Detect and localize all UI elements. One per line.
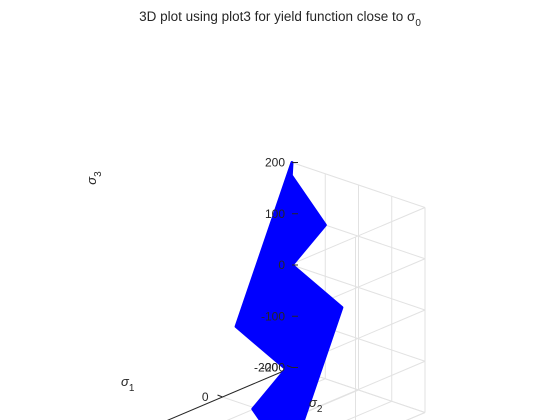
yield-surface bbox=[234, 161, 344, 420]
z-tick-label: -200 bbox=[261, 361, 285, 375]
x-tick-mark bbox=[217, 394, 223, 398]
x-tick-label: -200 bbox=[254, 361, 278, 375]
x-axis-label: σ1 bbox=[121, 374, 135, 394]
z-tick-label: 200 bbox=[265, 156, 285, 170]
z-tick-label: -100 bbox=[261, 309, 285, 323]
z-axis-label: σ3 bbox=[84, 171, 104, 185]
yield-surface-region bbox=[234, 161, 344, 420]
chart-title: 3D plot using plot3 for yield function c… bbox=[139, 9, 421, 29]
z-axis-label-group: σ3 bbox=[84, 171, 104, 185]
grid-wall2-z bbox=[285, 360, 426, 420]
tick-labels: -20002002001000-100-2002001000-100-200 bbox=[119, 156, 298, 420]
z-tick-label: 100 bbox=[265, 207, 285, 221]
x-tick-label: 0 bbox=[202, 390, 209, 404]
grid-wall2-z bbox=[285, 207, 426, 267]
x-tick-mark bbox=[286, 365, 293, 368]
grid-floor-y bbox=[346, 400, 392, 420]
z-tick-label: 0 bbox=[278, 258, 285, 272]
grid-wall1-z bbox=[291, 162, 426, 208]
y-axis-label: σ2 bbox=[309, 395, 323, 415]
